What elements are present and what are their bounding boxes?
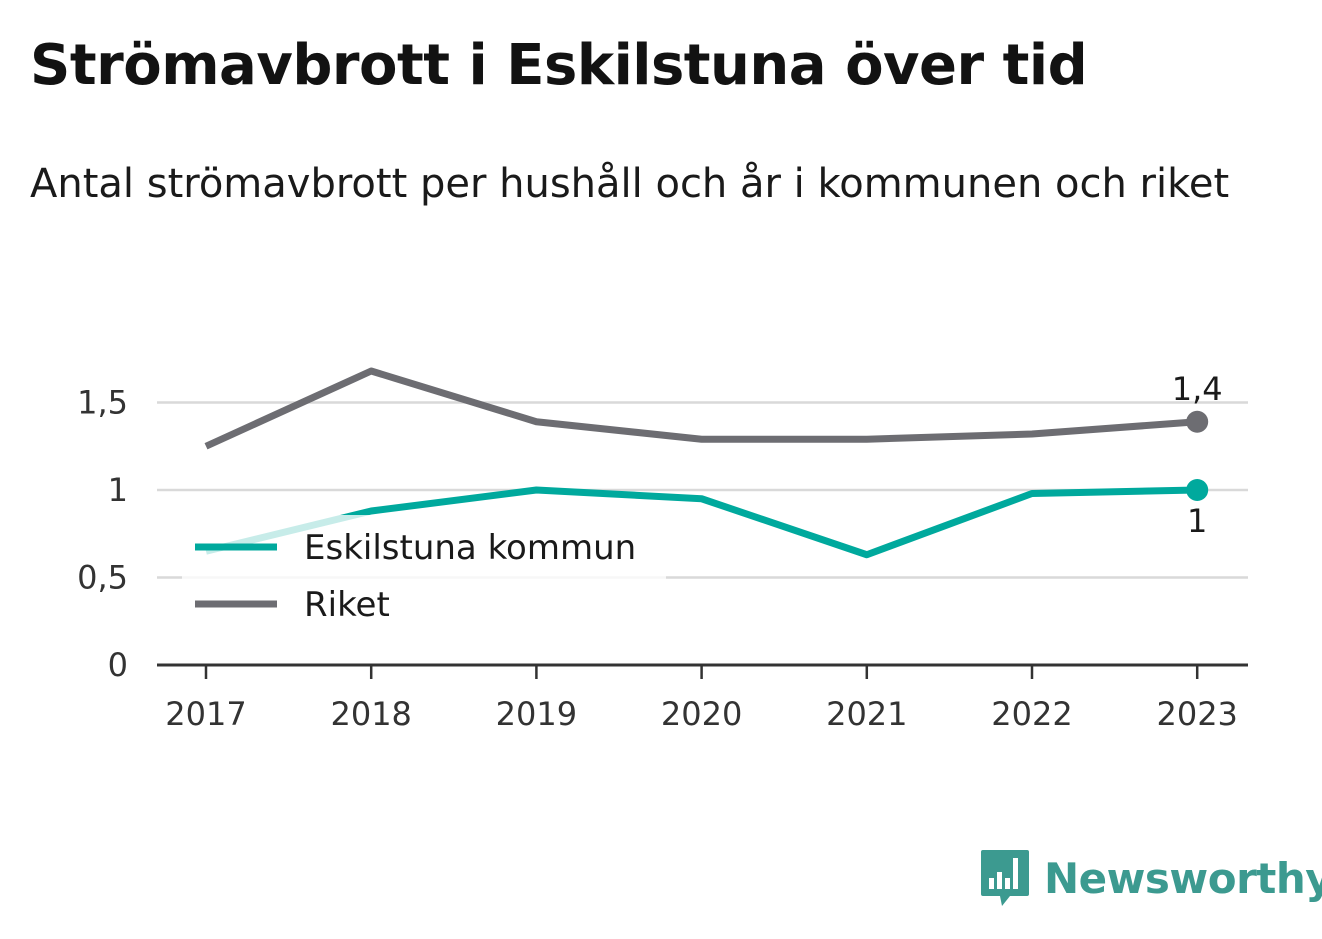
x-axis: 2017 2018 2019 2020 2021 2022 2023: [157, 663, 1248, 733]
x-tick-label: 2021: [826, 695, 907, 733]
chart-title: Strömavbrott i Eskilstuna över tid: [30, 33, 1088, 98]
x-tick-label: 2017: [165, 695, 246, 733]
series-line-riket: [204, 367, 1198, 450]
legend: Eskilstuna kommun Riket: [182, 515, 666, 625]
chart-subtitle: Antal strömavbrott per hushåll och år i …: [30, 161, 1230, 207]
y-tick-label: 0,5: [77, 559, 128, 597]
series-end-point-riket: [1186, 410, 1209, 433]
series-line-eskilstuna-kommun: [205, 486, 1198, 559]
bar-chart-speech-bubble-icon: [981, 850, 1029, 906]
y-tick-label: 0: [108, 646, 128, 684]
end-label-riket: 1,4: [1172, 370, 1223, 408]
x-tick-label: 2018: [330, 695, 411, 733]
series-end-point-eskilstuna-kommun: [1186, 479, 1209, 501]
legend-label: Riket: [304, 585, 390, 625]
y-axis-ticks: 0 0,5 1 1,5: [77, 384, 128, 685]
y-tick-label: 1,5: [77, 384, 128, 422]
x-tick-label: 2019: [496, 695, 577, 733]
newsworthy-brand: Newsworthy: [980, 848, 1322, 908]
end-labels: 11,4: [1172, 370, 1223, 540]
y-tick-label: 1: [108, 471, 128, 509]
series-lines: [204, 367, 1209, 559]
x-tick-label: 2023: [1156, 695, 1237, 733]
legend-label: Eskilstuna kommun: [304, 528, 636, 568]
x-tick-label: 2020: [661, 695, 742, 733]
brand-name: Newsworthy: [1044, 853, 1322, 903]
x-tick-label: 2022: [991, 695, 1072, 733]
end-label-eskilstuna: 1: [1187, 502, 1207, 540]
